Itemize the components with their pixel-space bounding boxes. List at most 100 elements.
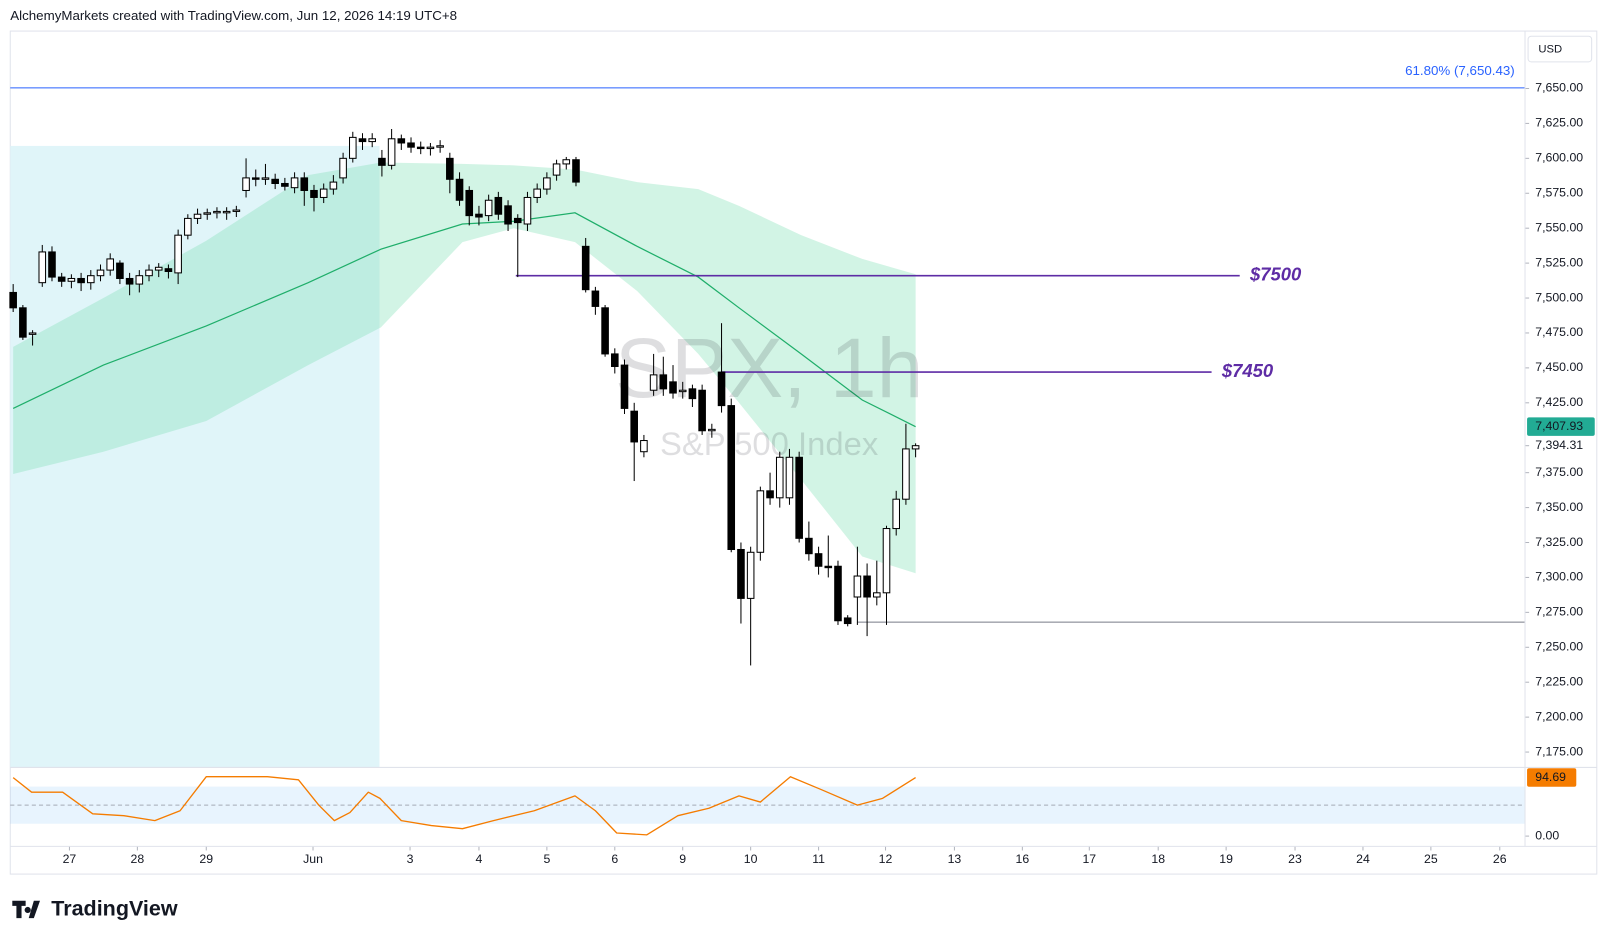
x-tick-label: 26 (1493, 852, 1507, 866)
x-tick-label: 11 (812, 852, 825, 866)
candle-body (116, 262, 124, 279)
candle-body (416, 146, 425, 150)
candle-body (28, 332, 37, 335)
candle-body (87, 275, 95, 284)
candle-body (184, 217, 192, 236)
candle-body (892, 498, 900, 530)
candle-body (281, 182, 289, 187)
candle-body (349, 136, 357, 159)
candle-body (48, 251, 56, 278)
candle-body (746, 551, 755, 599)
y-tick-label: 7,650.00 (1535, 81, 1583, 95)
candle-body (504, 205, 512, 225)
candle-body (601, 307, 609, 355)
y-tick-label: 7,525.00 (1535, 255, 1583, 269)
watermark-name: S&P 500 Index (660, 425, 879, 462)
level-label: $7500 (1249, 264, 1302, 285)
y-tick-label: 7,325.00 (1535, 535, 1583, 549)
y-tick-label: 7,625.00 (1535, 116, 1583, 130)
candle-body (737, 548, 745, 599)
candle-body (38, 251, 47, 284)
band-layer (12, 162, 916, 574)
x-tick-label: 25 (1424, 852, 1438, 866)
candle-body (678, 389, 687, 393)
x-tick-label: 19 (1219, 852, 1233, 866)
candle-body (242, 177, 250, 191)
y-tick-label: 7,275.00 (1535, 605, 1583, 619)
candle-body (620, 364, 629, 409)
y-tick-label: 7,300.00 (1535, 570, 1583, 584)
candle-body (533, 188, 541, 198)
oscillator-badge-label: 94.69 (1535, 770, 1566, 784)
main-layer: 7,175.00 7,200.00 7,225.00 7,250.00 7,275.00… (9, 63, 1595, 866)
x-tick-label: 24 (1356, 852, 1370, 866)
level-label: $7450 (1221, 360, 1274, 381)
x-tick-label: 9 (679, 852, 686, 866)
candle-body (203, 212, 212, 215)
candle-body (358, 138, 367, 143)
x-tick-label: 13 (948, 852, 962, 866)
candle-body (834, 565, 842, 622)
candle-body (572, 159, 580, 183)
candle-body (795, 456, 803, 539)
candle-body (873, 592, 881, 598)
candle-body (407, 142, 415, 148)
candle-body (659, 374, 668, 390)
candle-body (756, 490, 765, 553)
currency-box[interactable] (1527, 35, 1593, 63)
candle-body (649, 374, 658, 391)
candle-body (727, 405, 736, 551)
candle-body (67, 277, 76, 282)
candle-body (717, 371, 726, 407)
candle-body (378, 157, 386, 166)
y-tick-label: 7,200.00 (1535, 709, 1583, 723)
x-tick-label: 5 (543, 852, 550, 866)
oscillator-line (12, 776, 916, 836)
y-tick-label: 7,350.00 (1535, 500, 1583, 514)
x-tick-label: 4 (476, 852, 483, 866)
candle-body (310, 189, 318, 198)
candle-body (805, 537, 813, 555)
x-tick-label: 16 (1016, 852, 1030, 866)
candle-body (19, 307, 27, 338)
moving-average (12, 212, 916, 428)
session-shade (10, 145, 380, 768)
candle-body (640, 440, 648, 453)
candle-body (9, 291, 17, 309)
candle-body (911, 445, 920, 450)
y-tick-label: 7,550.00 (1535, 220, 1583, 234)
y-tick-label: 7,575.00 (1535, 186, 1583, 200)
y-tick-label: 7,375.00 (1535, 465, 1583, 479)
candle-body (77, 277, 85, 284)
y-tick-label: 7,225.00 (1535, 674, 1583, 688)
x-tick-label: 27 (63, 852, 77, 866)
x-tick-label: Jun (303, 852, 323, 866)
candle-body (824, 565, 833, 569)
candle-body (135, 275, 144, 285)
candle-body (669, 381, 677, 394)
candle-body (902, 448, 910, 500)
y-tick-label: 7,450.00 (1535, 360, 1583, 374)
candle-body (213, 210, 221, 214)
price-marker-label: 7,407.93 (1535, 419, 1583, 433)
candle-body (494, 196, 503, 215)
currency: USD (1538, 44, 1562, 56)
candle-body (368, 138, 376, 143)
y-tick-label: 7,600.00 (1535, 151, 1583, 165)
candle-body (222, 210, 231, 214)
candle-body (708, 428, 716, 432)
candle-body (387, 138, 396, 166)
y-tick-label: 7,425.00 (1535, 395, 1583, 409)
price-badge (1527, 417, 1595, 436)
candle-body (484, 199, 493, 217)
candle-body (271, 178, 279, 184)
candle-body (261, 177, 270, 180)
osc-tick-label: 0.00 (1535, 828, 1559, 842)
envelope-band (13, 162, 916, 574)
candle-body (329, 181, 338, 190)
candle-body (339, 157, 347, 179)
candle-body (814, 553, 823, 567)
y-tick-label: 7,500.00 (1535, 290, 1583, 304)
candle-body (843, 617, 852, 625)
candle-body (57, 276, 66, 282)
